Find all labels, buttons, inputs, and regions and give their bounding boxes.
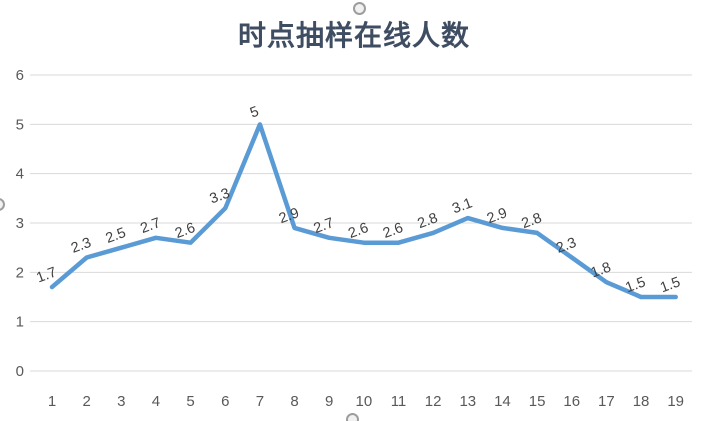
x-axis-tick-label: 4 bbox=[152, 393, 160, 410]
x-axis-tick-label: 12 bbox=[425, 393, 442, 410]
y-axis-tick-label: 4 bbox=[16, 166, 24, 183]
data-label: 2.8 bbox=[520, 210, 544, 232]
data-label: 2.9 bbox=[277, 205, 301, 227]
selection-handle-bottom-icon[interactable] bbox=[346, 413, 359, 421]
data-label: 2.8 bbox=[416, 210, 440, 232]
data-label: 2.7 bbox=[312, 215, 336, 237]
data-label: 3.1 bbox=[450, 195, 474, 217]
data-label: 2.6 bbox=[173, 220, 197, 242]
data-label: 1.5 bbox=[658, 274, 682, 296]
x-axis-tick-label: 6 bbox=[221, 393, 229, 410]
x-axis-tick-label: 1 bbox=[48, 393, 56, 410]
y-axis-tick-label: 0 bbox=[16, 363, 24, 380]
data-label: 1.8 bbox=[589, 259, 613, 281]
x-axis-tick-label: 9 bbox=[325, 393, 333, 410]
data-label: 2.3 bbox=[554, 235, 578, 257]
y-axis-tick-label: 2 bbox=[16, 264, 24, 281]
y-axis-tick-label: 1 bbox=[16, 314, 24, 331]
x-axis-tick-label: 13 bbox=[459, 393, 476, 410]
data-label: 2.6 bbox=[346, 220, 370, 242]
y-axis-tick-label: 6 bbox=[16, 67, 24, 84]
y-axis-tick-label: 5 bbox=[16, 116, 24, 133]
x-axis-tick-label: 2 bbox=[82, 393, 90, 410]
data-label: 3.3 bbox=[208, 185, 232, 207]
data-label: 1.7 bbox=[34, 264, 58, 286]
data-label: 2.5 bbox=[104, 225, 128, 247]
x-axis-tick-label: 7 bbox=[256, 393, 264, 410]
data-label: 1.5 bbox=[623, 274, 647, 296]
data-series-line[interactable] bbox=[49, 122, 678, 300]
selection-handle-top-icon[interactable] bbox=[353, 2, 366, 15]
x-axis-tick-label: 18 bbox=[633, 393, 650, 410]
x-axis-tick-label: 5 bbox=[186, 393, 194, 410]
data-label: 5 bbox=[248, 104, 261, 122]
x-axis-tick-label: 14 bbox=[494, 393, 511, 410]
data-label: 2.7 bbox=[138, 215, 162, 237]
x-axis-tick-label: 10 bbox=[356, 393, 373, 410]
x-axis-tick-label: 17 bbox=[598, 393, 615, 410]
y-axis-tick-label: 3 bbox=[16, 215, 24, 232]
x-axis-tick-label: 15 bbox=[529, 393, 546, 410]
data-label: 2.9 bbox=[485, 205, 509, 227]
x-axis-tick-label: 3 bbox=[117, 393, 125, 410]
data-label: 2.6 bbox=[381, 220, 405, 242]
x-axis-tick-label: 11 bbox=[391, 393, 407, 410]
x-axis-tick-label: 8 bbox=[290, 393, 298, 410]
x-axis-tick-label: 19 bbox=[667, 393, 684, 410]
chart-title: 时点抽样在线人数 bbox=[237, 19, 470, 52]
x-axis-tick-label: 16 bbox=[563, 393, 580, 410]
data-label: 2.3 bbox=[69, 235, 93, 257]
